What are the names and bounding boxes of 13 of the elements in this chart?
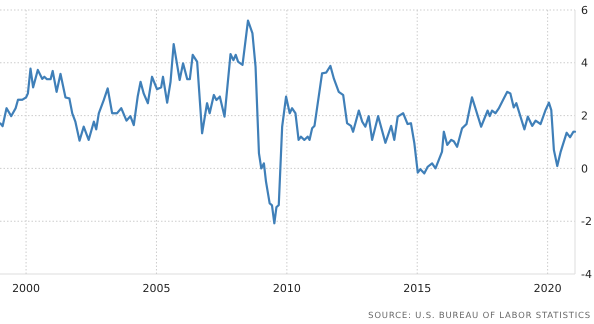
x-tick-label: 2020 — [534, 282, 562, 295]
y-tick-label: 2 — [581, 109, 588, 122]
source-note: SOURCE: U.S. BUREAU OF LABOR STATISTICS — [368, 311, 591, 321]
y-tick-label: -4 — [581, 268, 592, 281]
x-tick-label: 2000 — [12, 282, 40, 295]
y-tick-label: 6 — [581, 4, 588, 17]
x-tick-label: 2015 — [403, 282, 432, 295]
y-tick-label: 4 — [581, 56, 588, 70]
x-tick-label: 2010 — [272, 282, 301, 295]
y-tick-label: -2 — [581, 215, 592, 228]
y-tick-label: 0 — [581, 162, 588, 176]
line-series — [0, 19, 576, 224]
x-tick-label: 2005 — [142, 282, 170, 295]
